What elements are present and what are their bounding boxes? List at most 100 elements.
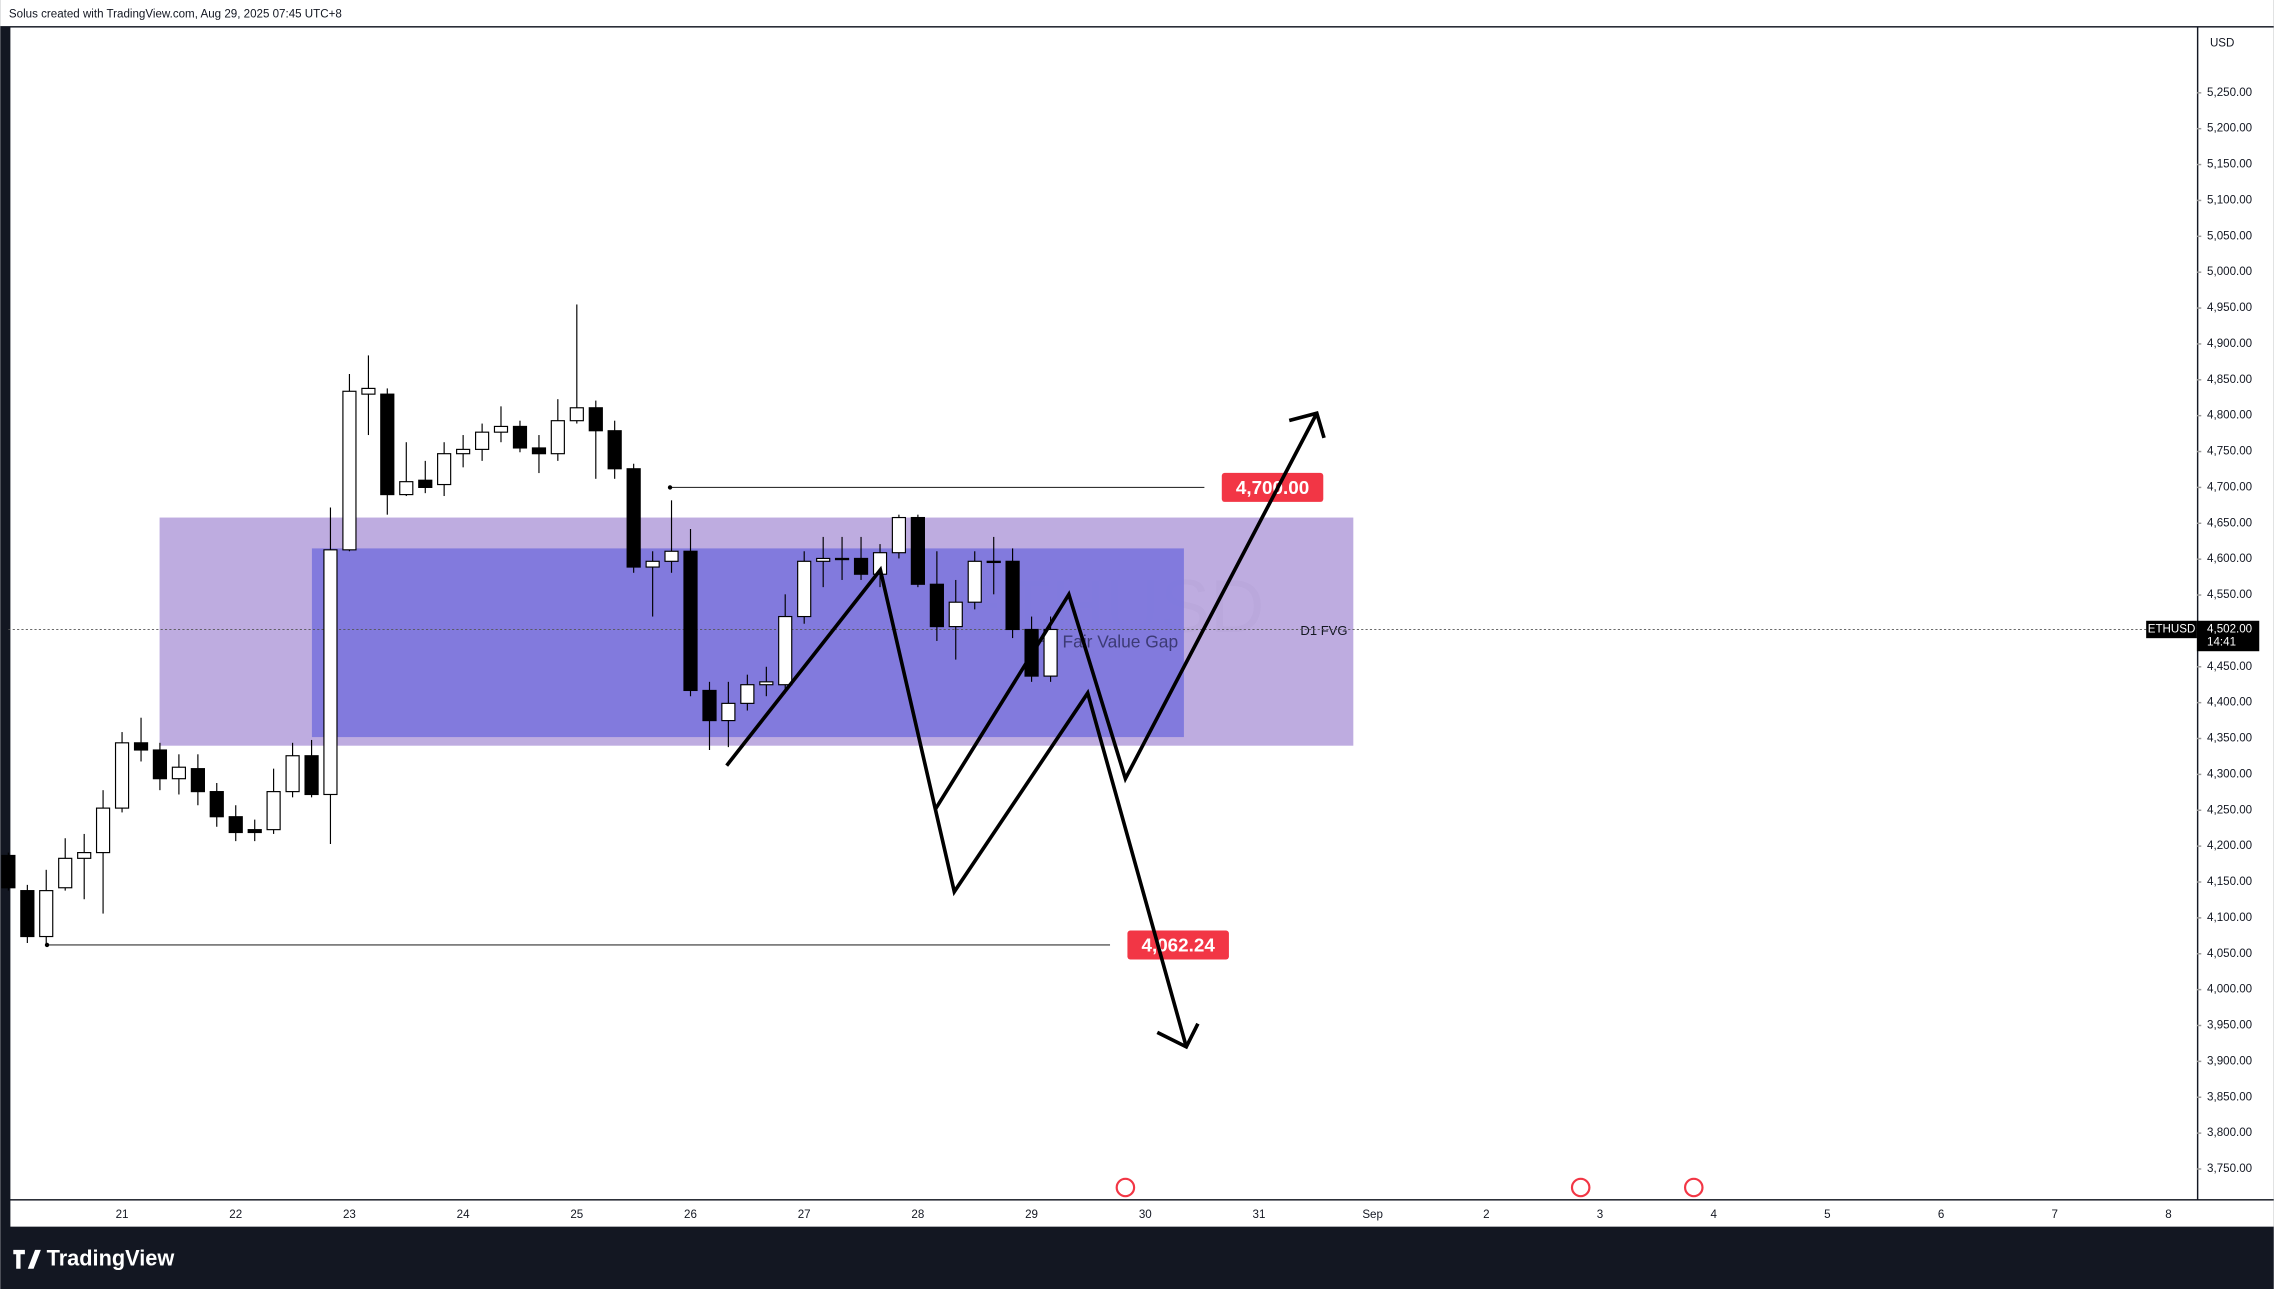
y-tick-label: 5,100.00 bbox=[2207, 195, 2252, 207]
y-tick-label: 4,350.00 bbox=[2207, 733, 2252, 745]
candle-body bbox=[797, 560, 812, 618]
candle-body bbox=[721, 702, 736, 722]
event-icon bbox=[1115, 1177, 1136, 1198]
x-tick-label: 21 bbox=[116, 1209, 129, 1221]
candle-body bbox=[664, 550, 679, 562]
candle-body bbox=[683, 550, 698, 692]
candle-body bbox=[342, 390, 357, 551]
candle-body bbox=[323, 549, 338, 796]
x-tick-label: 4 bbox=[1710, 1209, 1717, 1221]
candle-body bbox=[759, 681, 774, 686]
y-tick-label: 4,700.00 bbox=[2207, 481, 2252, 493]
footer-logo: TradingView bbox=[47, 1246, 175, 1271]
y-tick-label: 4,150.00 bbox=[2207, 876, 2252, 888]
x-tick-label: 31 bbox=[1253, 1209, 1266, 1221]
y-tick-label: 4,550.00 bbox=[2207, 589, 2252, 601]
y-tick-label: 3,750.00 bbox=[2207, 1163, 2252, 1175]
level-anchor bbox=[44, 942, 50, 948]
y-tick-label: 5,200.00 bbox=[2207, 123, 2252, 135]
y-tick-label: 4,400.00 bbox=[2207, 697, 2252, 709]
level-label: 4,700.00 bbox=[1236, 477, 1309, 498]
candle-body bbox=[853, 557, 869, 575]
price-tag-time: 14:41 bbox=[2207, 637, 2236, 649]
candle-body bbox=[588, 407, 603, 432]
candle-body bbox=[266, 791, 281, 831]
candle-body bbox=[20, 890, 35, 938]
candle-body bbox=[569, 407, 584, 422]
candle-body bbox=[95, 807, 111, 854]
y-tick-label: 4,650.00 bbox=[2207, 517, 2252, 529]
price-tag bbox=[2196, 620, 2260, 652]
y-tick-label: 4,450.00 bbox=[2207, 661, 2252, 673]
candle-body bbox=[190, 768, 205, 793]
y-tick-label: 3,900.00 bbox=[2207, 1055, 2252, 1067]
zone-label: H4 Fair Value Gap bbox=[1036, 631, 1179, 651]
arrow-head bbox=[1288, 411, 1326, 439]
y-tick-label: 3,800.00 bbox=[2207, 1127, 2252, 1139]
level-label-box bbox=[1221, 472, 1324, 502]
x-tick-label: 26 bbox=[684, 1209, 697, 1221]
candle-body bbox=[967, 560, 982, 603]
x-tick-label: 7 bbox=[2052, 1209, 2058, 1221]
y-tick-label: 5,000.00 bbox=[2207, 266, 2252, 278]
candle-body bbox=[645, 560, 660, 568]
bullish-path bbox=[933, 412, 1319, 811]
x-tick-label: 28 bbox=[911, 1209, 924, 1221]
candle-body bbox=[834, 557, 850, 561]
candle-body bbox=[304, 755, 319, 796]
bearish-path bbox=[725, 565, 1189, 1048]
candle-body bbox=[626, 468, 641, 568]
candle-body bbox=[58, 857, 73, 889]
candle-body bbox=[1005, 560, 1020, 631]
candle-body bbox=[929, 583, 944, 628]
candle-body bbox=[948, 601, 963, 628]
candle-body bbox=[512, 425, 528, 449]
candle-body bbox=[228, 816, 243, 834]
candle-body bbox=[285, 755, 300, 793]
x-tick-label: 27 bbox=[798, 1209, 811, 1221]
candle-body bbox=[171, 766, 187, 780]
header-text: Solus created with TradingView.com, Aug … bbox=[9, 9, 342, 21]
y-tick-label: 4,250.00 bbox=[2207, 804, 2252, 816]
event-icons bbox=[1115, 1177, 1704, 1198]
x-tick-label: 23 bbox=[343, 1209, 356, 1221]
price-tag-label: 4,502.00 bbox=[2207, 624, 2252, 636]
candle-body bbox=[437, 453, 452, 486]
candle-body bbox=[986, 560, 1001, 564]
event-icon bbox=[1570, 1177, 1591, 1198]
candle-body bbox=[550, 420, 565, 455]
candle-body bbox=[607, 430, 622, 470]
candle-body bbox=[910, 516, 925, 585]
y-tick-label: 4,200.00 bbox=[2207, 840, 2252, 852]
y-tick-label: 3,950.00 bbox=[2207, 1020, 2252, 1032]
x-tick-label: 30 bbox=[1139, 1209, 1152, 1221]
candle-body bbox=[740, 684, 755, 704]
axis-unit: USD bbox=[2210, 38, 2234, 50]
symbol-tag bbox=[2146, 620, 2197, 639]
candle-body bbox=[456, 448, 471, 455]
arrow-head bbox=[1156, 1022, 1200, 1050]
y-tick-label: 4,600.00 bbox=[2207, 553, 2252, 565]
y-tick-label: 4,900.00 bbox=[2207, 338, 2252, 350]
candle-body bbox=[247, 829, 262, 834]
x-tick-label: 3 bbox=[1597, 1209, 1603, 1221]
x-tick-label: 8 bbox=[2165, 1209, 2171, 1221]
candle-body bbox=[418, 479, 433, 488]
y-tick-label: 4,300.00 bbox=[2207, 768, 2252, 780]
y-tick-label: 4,000.00 bbox=[2207, 984, 2252, 996]
candle-body bbox=[380, 393, 395, 496]
candle-body bbox=[1, 854, 16, 889]
x-tick-label: 24 bbox=[457, 1209, 470, 1221]
y-tick-label: 4,100.00 bbox=[2207, 912, 2252, 924]
candle-body bbox=[399, 481, 414, 496]
x-tick-label: Sep bbox=[1362, 1209, 1383, 1221]
data-layer: D1 FVG H4 Fair Value Gap 3,750.00 3,800.00 3… bbox=[1, 87, 2260, 1221]
zone-label: D1 FVG bbox=[1300, 623, 1347, 638]
x-tick-label: 2 bbox=[1483, 1209, 1489, 1221]
price-axis bbox=[2198, 27, 2274, 1200]
candle-body bbox=[531, 447, 547, 455]
candle-body bbox=[891, 516, 907, 554]
projection-arrows bbox=[725, 411, 1326, 1050]
